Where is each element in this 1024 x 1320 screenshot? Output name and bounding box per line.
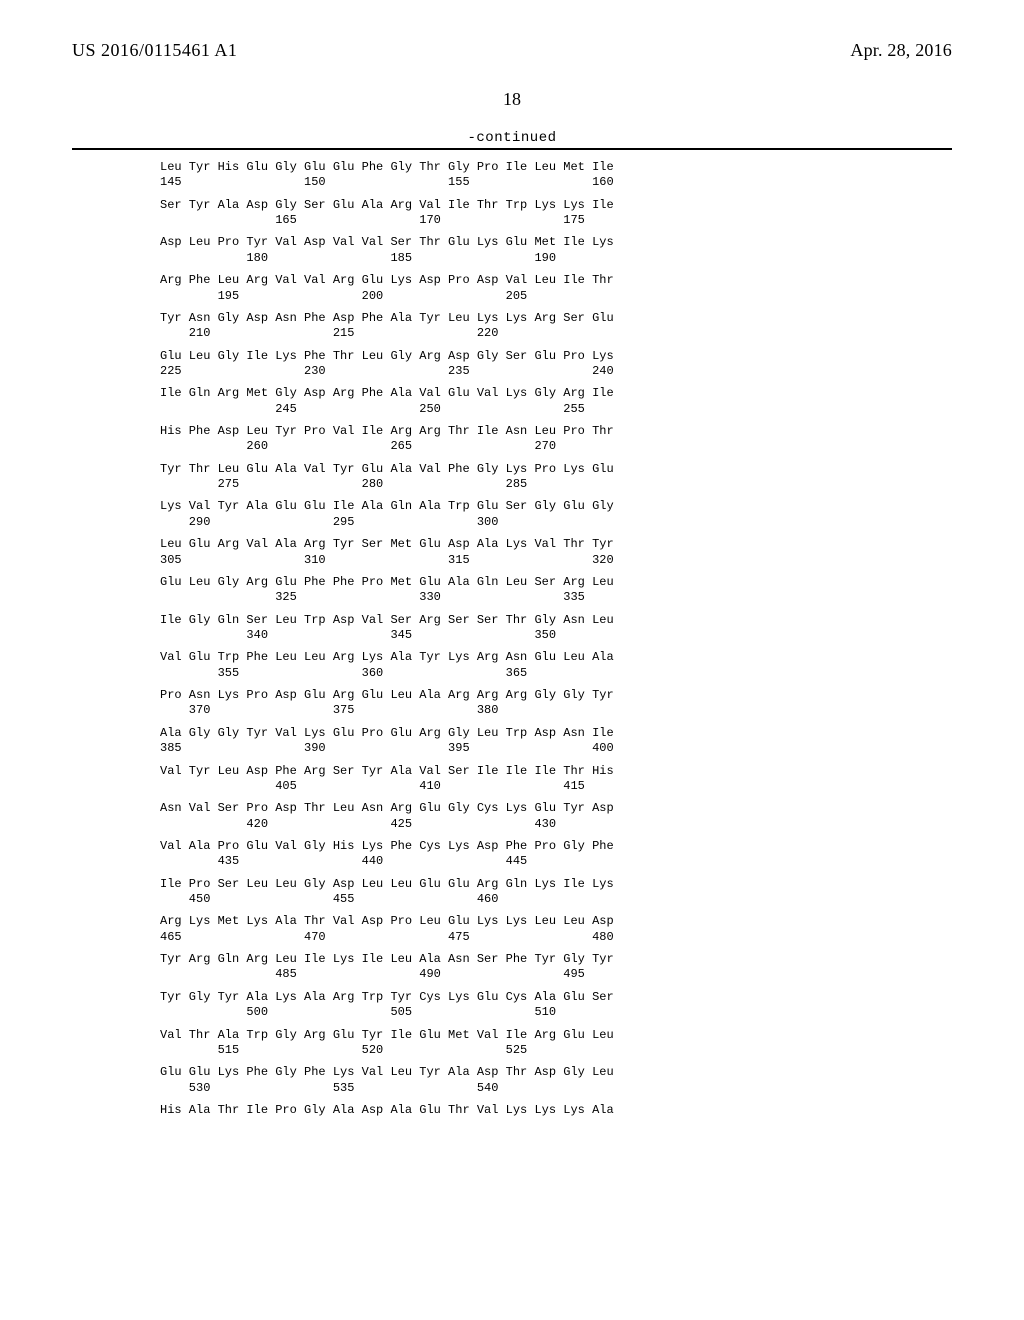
sequence-aa-line: Tyr Gly Tyr Ala Lys Ala Arg Trp Tyr Cys … xyxy=(160,990,952,1005)
sequence-num-line: 530 535 540 xyxy=(160,1081,952,1096)
sequence-aa-line: Tyr Asn Gly Asp Asn Phe Asp Phe Ala Tyr … xyxy=(160,311,952,326)
sequence-aa-line: Ser Tyr Ala Asp Gly Ser Glu Ala Arg Val … xyxy=(160,198,952,213)
sequence-num-line: 355 360 365 xyxy=(160,666,952,681)
sequence-aa-line: Tyr Arg Gln Arg Leu Ile Lys Ile Leu Ala … xyxy=(160,952,952,967)
sequence-row: Tyr Arg Gln Arg Leu Ile Lys Ile Leu Ala … xyxy=(160,952,952,983)
sequence-row: Ser Tyr Ala Asp Gly Ser Glu Ala Arg Val … xyxy=(160,198,952,229)
sequence-num-line: 210 215 220 xyxy=(160,326,952,341)
sequence-row: Val Thr Ala Trp Gly Arg Glu Tyr Ile Glu … xyxy=(160,1028,952,1059)
sequence-aa-line: Ile Gln Arg Met Gly Asp Arg Phe Ala Val … xyxy=(160,386,952,401)
sequence-num-line: 325 330 335 xyxy=(160,590,952,605)
sequence-aa-line: Ala Gly Gly Tyr Val Lys Glu Pro Glu Arg … xyxy=(160,726,952,741)
sequence-row: Pro Asn Lys Pro Asp Glu Arg Glu Leu Ala … xyxy=(160,688,952,719)
sequence-aa-line: Asn Val Ser Pro Asp Thr Leu Asn Arg Glu … xyxy=(160,801,952,816)
sequence-aa-line: Glu Leu Gly Ile Lys Phe Thr Leu Gly Arg … xyxy=(160,349,952,364)
sequence-aa-line: His Phe Asp Leu Tyr Pro Val Ile Arg Arg … xyxy=(160,424,952,439)
sequence-num-line: 275 280 285 xyxy=(160,477,952,492)
sequence-row: Val Ala Pro Glu Val Gly His Lys Phe Cys … xyxy=(160,839,952,870)
sequence-num-line: 485 490 495 xyxy=(160,967,952,982)
sequence-num-line: 165 170 175 xyxy=(160,213,952,228)
sequence-aa-line: Val Ala Pro Glu Val Gly His Lys Phe Cys … xyxy=(160,839,952,854)
sequence-aa-line: Val Glu Trp Phe Leu Leu Arg Lys Ala Tyr … xyxy=(160,650,952,665)
sequence-num-line: 260 265 270 xyxy=(160,439,952,454)
sequence-row: Arg Lys Met Lys Ala Thr Val Asp Pro Leu … xyxy=(160,914,952,945)
publication-date: Apr. 28, 2016 xyxy=(850,40,952,61)
sequence-num-line: 500 505 510 xyxy=(160,1005,952,1020)
sequence-num-line: 225 230 235 240 xyxy=(160,364,952,379)
sequence-row: Tyr Gly Tyr Ala Lys Ala Arg Trp Tyr Cys … xyxy=(160,990,952,1021)
continued-label: -continued xyxy=(72,130,952,146)
sequence-aa-line: Asp Leu Pro Tyr Val Asp Val Val Ser Thr … xyxy=(160,235,952,250)
sequence-row: Arg Phe Leu Arg Val Val Arg Glu Lys Asp … xyxy=(160,273,952,304)
sequence-aa-line: Tyr Thr Leu Glu Ala Val Tyr Glu Ala Val … xyxy=(160,462,952,477)
sequence-row: Val Glu Trp Phe Leu Leu Arg Lys Ala Tyr … xyxy=(160,650,952,681)
sequence-num-line: 370 375 380 xyxy=(160,703,952,718)
sequence-row: His Ala Thr Ile Pro Gly Ala Asp Ala Glu … xyxy=(160,1103,952,1118)
sequence-num-line: 515 520 525 xyxy=(160,1043,952,1058)
sequence-aa-line: Glu Glu Lys Phe Gly Phe Lys Val Leu Tyr … xyxy=(160,1065,952,1080)
sequence-aa-line: Leu Tyr His Glu Gly Glu Glu Phe Gly Thr … xyxy=(160,160,952,175)
sequence-aa-line: His Ala Thr Ile Pro Gly Ala Asp Ala Glu … xyxy=(160,1103,952,1118)
sequence-aa-line: Ile Gly Gln Ser Leu Trp Asp Val Ser Arg … xyxy=(160,613,952,628)
page-container: US 2016/0115461 A1 Apr. 28, 2016 18 -con… xyxy=(0,0,1024,1320)
sequence-num-line: 145 150 155 160 xyxy=(160,175,952,190)
sequence-num-line: 405 410 415 xyxy=(160,779,952,794)
sequence-aa-line: Val Thr Ala Trp Gly Arg Glu Tyr Ile Glu … xyxy=(160,1028,952,1043)
sequence-aa-line: Arg Phe Leu Arg Val Val Arg Glu Lys Asp … xyxy=(160,273,952,288)
sequence-num-line: 420 425 430 xyxy=(160,817,952,832)
sequence-num-line: 290 295 300 xyxy=(160,515,952,530)
sequence-aa-line: Glu Leu Gly Arg Glu Phe Phe Pro Met Glu … xyxy=(160,575,952,590)
sequence-row: Glu Glu Lys Phe Gly Phe Lys Val Leu Tyr … xyxy=(160,1065,952,1096)
sequence-aa-line: Val Tyr Leu Asp Phe Arg Ser Tyr Ala Val … xyxy=(160,764,952,779)
sequence-row: Ile Gln Arg Met Gly Asp Arg Phe Ala Val … xyxy=(160,386,952,417)
sequence-row: His Phe Asp Leu Tyr Pro Val Ile Arg Arg … xyxy=(160,424,952,455)
sequence-row: Leu Tyr His Glu Gly Glu Glu Phe Gly Thr … xyxy=(160,160,952,191)
sequence-row: Ile Pro Ser Leu Leu Gly Asp Leu Leu Glu … xyxy=(160,877,952,908)
sequence-listing: Leu Tyr His Glu Gly Glu Glu Phe Gly Thr … xyxy=(160,160,952,1118)
publication-number: US 2016/0115461 A1 xyxy=(72,40,237,61)
sequence-num-line: 385 390 395 400 xyxy=(160,741,952,756)
page-number: 18 xyxy=(72,89,952,110)
sequence-num-line: 340 345 350 xyxy=(160,628,952,643)
sequence-row: Tyr Thr Leu Glu Ala Val Tyr Glu Ala Val … xyxy=(160,462,952,493)
sequence-row: Asn Val Ser Pro Asp Thr Leu Asn Arg Glu … xyxy=(160,801,952,832)
sequence-aa-line: Pro Asn Lys Pro Asp Glu Arg Glu Leu Ala … xyxy=(160,688,952,703)
sequence-num-line: 195 200 205 xyxy=(160,289,952,304)
sequence-row: Asp Leu Pro Tyr Val Asp Val Val Ser Thr … xyxy=(160,235,952,266)
sequence-num-line: 435 440 445 xyxy=(160,854,952,869)
sequence-num-line: 180 185 190 xyxy=(160,251,952,266)
sequence-row: Val Tyr Leu Asp Phe Arg Ser Tyr Ala Val … xyxy=(160,764,952,795)
page-header: US 2016/0115461 A1 Apr. 28, 2016 xyxy=(72,40,952,61)
sequence-aa-line: Ile Pro Ser Leu Leu Gly Asp Leu Leu Glu … xyxy=(160,877,952,892)
sequence-aa-line: Lys Val Tyr Ala Glu Glu Ile Ala Gln Ala … xyxy=(160,499,952,514)
sequence-aa-line: Leu Glu Arg Val Ala Arg Tyr Ser Met Glu … xyxy=(160,537,952,552)
sequence-row: Glu Leu Gly Arg Glu Phe Phe Pro Met Glu … xyxy=(160,575,952,606)
sequence-num-line: 450 455 460 xyxy=(160,892,952,907)
sequence-row: Tyr Asn Gly Asp Asn Phe Asp Phe Ala Tyr … xyxy=(160,311,952,342)
sequence-row: Ala Gly Gly Tyr Val Lys Glu Pro Glu Arg … xyxy=(160,726,952,757)
sequence-num-line: 245 250 255 xyxy=(160,402,952,417)
sequence-num-line: 465 470 475 480 xyxy=(160,930,952,945)
sequence-aa-line: Arg Lys Met Lys Ala Thr Val Asp Pro Leu … xyxy=(160,914,952,929)
section-rule xyxy=(72,148,952,150)
sequence-row: Ile Gly Gln Ser Leu Trp Asp Val Ser Arg … xyxy=(160,613,952,644)
sequence-row: Glu Leu Gly Ile Lys Phe Thr Leu Gly Arg … xyxy=(160,349,952,380)
sequence-row: Lys Val Tyr Ala Glu Glu Ile Ala Gln Ala … xyxy=(160,499,952,530)
sequence-row: Leu Glu Arg Val Ala Arg Tyr Ser Met Glu … xyxy=(160,537,952,568)
sequence-num-line: 305 310 315 320 xyxy=(160,553,952,568)
